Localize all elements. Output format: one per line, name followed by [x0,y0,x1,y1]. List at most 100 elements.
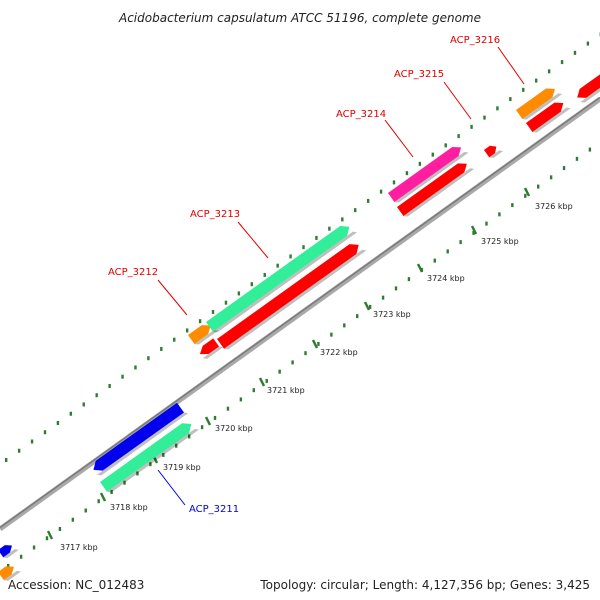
outer-ring-dot [366,198,370,203]
inner-ring-dot [407,277,411,282]
gene-label-acp_3216: ACP_3216 [450,35,500,46]
inner-ring-dot [446,249,449,254]
outer-ring-dot [328,226,331,231]
gene-label-acp_3215: ACP_3215 [394,69,444,80]
feature-magenta-3214-body [388,147,462,202]
outer-ring-dot [522,87,525,92]
feature-red-3216-b [526,102,571,133]
feature-teal-3211-b-body [100,423,192,492]
feature-orange-3212-body [188,325,211,344]
inner-ring-dot [343,323,346,328]
gene-leader-line [157,469,186,506]
scale-tick-label: 3722 kbp [320,348,358,357]
feature-teal-3211-b-shadow [106,428,199,493]
inner-ring-dot [200,425,204,430]
outer-ring-dot [250,282,254,287]
gene-leader-line [237,221,269,259]
scale-tick-label: 3719 kbp [163,463,201,472]
feature-orange-3216-body [516,88,555,119]
gene-leader-line [443,81,472,120]
feature-red-3215 [484,145,504,159]
major-tick [311,339,319,349]
inner-ring-dot [498,212,501,217]
outer-ring-dot [185,328,189,333]
gene-label-acp_3214: ACP_3214 [336,109,386,120]
inner-ring-dot [317,341,320,346]
outer-ring-dot [534,78,538,83]
inner-ring-dot [536,184,540,189]
scale-tick-label: 3725 kbp [481,237,519,246]
scale-labels: 3717 kbp 3718 kbp 3719 kbp 3720 kbp 3721 kbp… [60,202,573,552]
major-tick [416,263,424,273]
scale-tick-label: 3718 kbp [110,503,148,512]
feature-teal-3213 [206,225,358,333]
major-tick [470,225,478,235]
inner-ring-dot [136,471,139,476]
major-tick [258,377,266,387]
major-tick [204,416,212,426]
major-tick [46,530,54,540]
feature-red-3214-b-body [397,163,467,216]
inner-ring-dot [368,304,372,309]
inner-ring-dot [252,388,256,393]
major-tick [523,187,531,197]
scale-tick-label: 3724 kbp [427,274,465,283]
inner-ring-dot [187,434,191,439]
inner-ring-dot [291,360,294,365]
inner-ring-dot [71,517,75,522]
inner-ring-dot [19,554,23,559]
outer-tick-ring [5,32,600,462]
gene-leader-line [157,279,188,316]
feature-red-outer-right-body [577,73,600,98]
outer-ring-dot [470,124,473,129]
inner-ring-dot [459,240,462,245]
outer-ring-dot [5,458,8,462]
outer-ring-dot [43,430,47,435]
outer-ring-dot [302,245,305,250]
feature-orange-3216 [516,88,563,120]
outer-ring-dot [547,69,551,74]
feature-red-3216-b-shadow [532,107,571,133]
outer-ring-dot [405,171,409,176]
inner-ring-dot [575,156,579,161]
inner-ring-dot [175,443,178,448]
feature-magenta-3214-shadow [394,151,469,203]
outer-ring-dot [134,365,137,370]
feature-teal-3211-b [100,423,199,493]
outer-ring-dot [496,106,499,111]
gene-label-acp_3213: ACP_3213 [190,209,240,220]
outer-ring-dot [69,411,73,416]
outer-ring-dot [418,161,422,166]
outer-ring-dot [56,420,60,425]
feature-blue-edge-shadow [3,549,19,559]
inner-ring-dot [562,166,566,171]
inner-ring-dot [549,175,553,180]
feature-blue-edge [0,545,19,559]
inner-ring-dot [149,462,152,467]
outer-ring-dot [573,50,577,55]
outer-ring-dot [354,208,357,213]
feature-red-3215-body [484,145,497,158]
feature-orange-3212 [188,325,219,345]
inner-ring-dot [7,564,10,568]
outer-ring-dot [237,291,241,296]
outer-ring-dot [457,134,460,139]
inner-ring-dot [588,147,592,152]
outer-ring-dot [276,263,279,268]
inner-ring-dot [278,369,281,374]
inner-ring-dot [472,230,475,235]
outer-ring-dot [289,254,292,259]
inner-ring-dot [485,221,488,226]
inner-ring-dot [381,295,385,300]
inner-ring-dot [239,397,243,402]
major-tick [99,492,107,502]
outer-ring-dot [160,346,163,351]
scale-tick-label: 3720 kbp [215,424,253,433]
inner-ring-dot [226,406,230,411]
outer-ring-dot [17,448,21,453]
feature-red-3212-b-shadow [202,346,224,359]
outer-ring-dot [95,393,98,398]
outer-ring-dot [263,272,266,277]
outer-ring-dot [444,143,447,148]
major-tick [363,301,371,311]
